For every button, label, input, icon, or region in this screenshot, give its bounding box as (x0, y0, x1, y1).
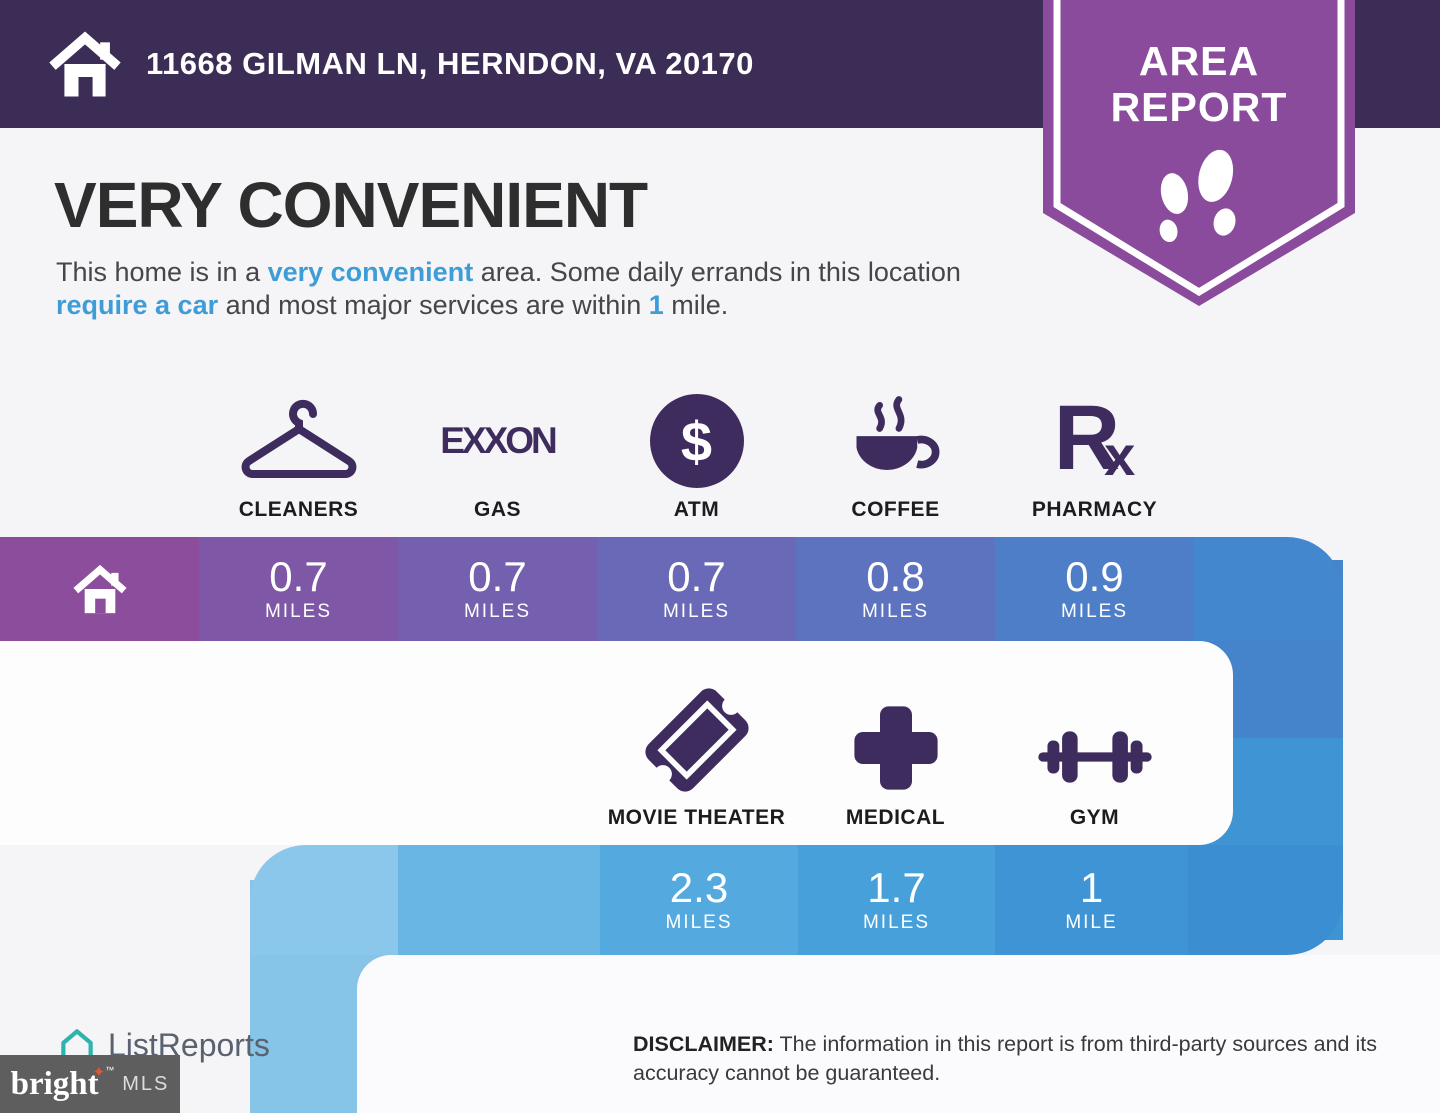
dollar-circle-icon: $ (649, 394, 744, 488)
bar-home-segment (0, 537, 199, 641)
distance-unit: MILES (861, 601, 930, 622)
bar-turn-segment (250, 845, 398, 955)
dumbbell-icon (1037, 731, 1152, 783)
intro-part: and most major services are within (218, 290, 649, 320)
disclaimer: DISCLAIMER: The information in this repo… (633, 1030, 1423, 1088)
distance-bar-row-1: 0.7 MILES 0.7 MILES 0.7 MILES 0.8 MILES … (0, 537, 1343, 641)
intro-highlight-one: 1 (648, 290, 664, 320)
amenity-label: ATM (673, 498, 720, 521)
distance-unit: MILES (665, 912, 733, 933)
disclaimer-label: DISCLAIMER: (633, 1032, 774, 1056)
badge-line-2: REPORT (1110, 84, 1288, 130)
distance-value: 2.3 (669, 864, 729, 911)
distance-value: 1 (1079, 864, 1104, 911)
amenity-atm: $ ATM (597, 382, 796, 522)
distance-segment-medical: 1.7 MILES (798, 845, 995, 955)
intro-highlight-require-a-car: require a car (56, 290, 219, 320)
bright-wordmark: bright (10, 1065, 99, 1102)
distance-value: 0.9 (1065, 553, 1124, 600)
amenities-row-1: CLEANERS EXXON GAS $ ATM (199, 382, 1194, 522)
coffee-cup-icon (855, 396, 939, 470)
bar-empty-segment (398, 845, 600, 955)
amenity-gas: EXXON GAS (398, 382, 597, 522)
area-report-badge: AREA REPORT (1043, 0, 1355, 312)
mls-wordmark: MLS (122, 1072, 170, 1095)
distance-segment-gym: 1 MILE (995, 845, 1188, 955)
amenities-row-2: MOVIE THEATER MEDICAL GYM (597, 688, 1194, 830)
star-icon: ✦ (92, 1064, 106, 1081)
rx-letter-x: x (1104, 424, 1136, 487)
exxon-logo: EXXON (440, 420, 558, 461)
rx-icon: Rx (1054, 392, 1136, 488)
intro-text: This home is in a very convenient area. … (56, 256, 986, 322)
amenity-label: MOVIE THEATER (607, 806, 786, 829)
disclaimer-text: The information in this report is from t… (633, 1032, 1377, 1085)
intro-part: mile. (663, 290, 729, 320)
distance-value: 0.7 (667, 553, 726, 600)
bar-turn-segment (1194, 537, 1343, 641)
badge-line-1: AREA (1138, 38, 1260, 84)
intro-highlight-very-convenient: very convenient (267, 257, 474, 287)
hanger-icon (241, 399, 356, 478)
home-icon (49, 31, 121, 97)
distance-value: 0.8 (866, 553, 925, 600)
intro-part: This home is in a (56, 257, 268, 287)
amenity-gym: GYM (995, 690, 1194, 830)
home-icon (72, 564, 127, 614)
amenity-cleaners: CLEANERS (199, 382, 398, 522)
amenities-row-2-panel (0, 641, 1233, 845)
amenity-label: GYM (1069, 806, 1120, 829)
distance-segment-coffee: 0.8 MILES (796, 537, 995, 641)
dollar-sign: $ (680, 409, 713, 473)
distance-segment-gas: 0.7 MILES (398, 537, 597, 641)
bar-turn-segment (1188, 845, 1343, 955)
amenity-label: CLEANERS (238, 498, 359, 521)
distance-segment-movie-theater: 2.3 MILES (600, 845, 798, 955)
rx-letter-r: R (1053, 387, 1121, 489)
intro-part: area. Some daily errands in this locatio… (473, 257, 961, 287)
distance-bar-row-2: 2.3 MILES 1.7 MILES 1 MILE (250, 845, 1343, 955)
distance-segment-atm: 0.7 MILES (597, 537, 796, 641)
amenity-label: GAS (473, 498, 521, 521)
distance-segment-pharmacy: 0.9 MILES (995, 537, 1194, 641)
distance-unit: MILES (662, 601, 731, 622)
lower-panel (357, 955, 1440, 1113)
ticket-icon (644, 688, 749, 792)
distance-value: 0.7 (269, 553, 328, 600)
distance-value: 1.7 (867, 864, 926, 911)
property-address: 11668 GILMAN LN, HERNDON, VA 20170 (146, 46, 754, 81)
medical-cross-icon (853, 706, 938, 790)
distance-segment-cleaners: 0.7 MILES (199, 537, 398, 641)
badge-ribbon-shape (1043, 0, 1355, 306)
distance-unit: MILE (1065, 912, 1118, 933)
amenity-label: COFFEE (851, 498, 940, 521)
footprints-icon (1159, 149, 1236, 243)
distance-unit: MILES (862, 912, 931, 933)
amenity-coffee: COFFEE (796, 382, 995, 522)
distance-unit: MILES (1060, 601, 1129, 622)
trademark-symbol: ™ (105, 1065, 115, 1075)
distance-unit: MILES (264, 601, 333, 622)
bright-mls-logo: bright ✦ ™ MLS (0, 1055, 180, 1113)
amenity-pharmacy: Rx PHARMACY (995, 382, 1194, 522)
amenity-label: MEDICAL (845, 806, 946, 829)
page-title: VERY CONVENIENT (54, 169, 648, 241)
amenity-movie-theater: MOVIE THEATER (597, 688, 796, 830)
distance-unit: MILES (463, 601, 532, 622)
amenity-medical: MEDICAL (796, 690, 995, 830)
distance-value: 0.7 (468, 553, 527, 600)
amenity-label: PHARMACY (1031, 498, 1158, 521)
